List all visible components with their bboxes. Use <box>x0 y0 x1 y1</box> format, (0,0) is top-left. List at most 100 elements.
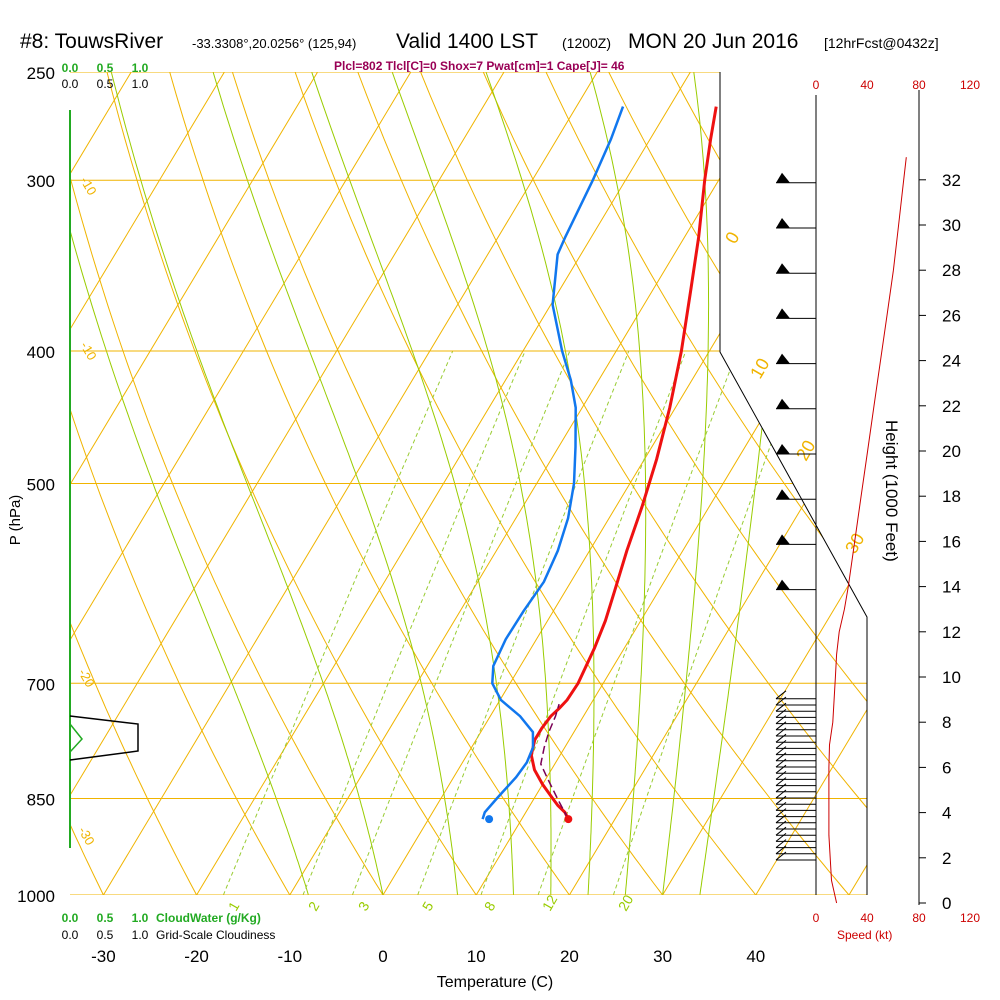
mixing-ratio-line <box>222 350 454 895</box>
cloudiness-tick-top: 0.0 <box>62 77 79 91</box>
dry-adiabat <box>922 72 1000 895</box>
wind-barb-pennant <box>776 489 790 500</box>
wind-barb-pennant <box>776 353 790 364</box>
wind-speed-tick-top: 40 <box>860 78 874 92</box>
height-tick-label: 26 <box>942 306 961 325</box>
mixing-ratio-label: 2 <box>305 899 323 914</box>
temperature-tick-label: -10 <box>278 947 303 966</box>
x-axis-title: Temperature (C) <box>437 974 553 991</box>
height-tick-label: 0 <box>942 894 951 913</box>
temperature-tick-label: -30 <box>91 947 116 966</box>
temperature-tick-label: 40 <box>746 947 765 966</box>
cloudiness-profile <box>69 715 139 761</box>
wind-speed-tick-top: 80 <box>912 78 926 92</box>
valid-time: Valid 1400 LST <box>396 30 539 53</box>
wind-speed-trace <box>828 157 907 904</box>
surface-temperature-dot <box>564 815 573 824</box>
plot-boundary <box>719 72 868 895</box>
pressure-tick-label: 1000 <box>17 887 55 906</box>
isotherm-label: 0 <box>721 228 743 247</box>
cloud-water-tick-top: 1.0 <box>132 61 149 75</box>
wind-speed-tick-bottom: 0 <box>813 911 820 925</box>
cloudiness-tick-top: 0.5 <box>97 77 114 91</box>
isotherm-label: 10 <box>746 355 773 382</box>
wind-speed-tick-top: 0 <box>813 78 820 92</box>
height-tick-label: 24 <box>942 352 961 371</box>
isotherm-line <box>70 72 225 895</box>
mixing-ratio-line <box>351 350 571 895</box>
height-tick-label: 8 <box>942 713 951 732</box>
height-tick-label: 20 <box>942 442 961 461</box>
wind-barb-flag <box>775 690 787 700</box>
surface-dewpoint-dot <box>485 815 494 824</box>
dry-adiabat <box>169 72 570 895</box>
moist-adiabat <box>70 72 309 895</box>
cloud-water-tick-bottom: 0.0 <box>62 911 79 925</box>
moist-adiabat <box>662 72 710 895</box>
wind-barb-pennant <box>776 218 790 228</box>
wind-barb-pennant <box>776 308 790 319</box>
isotherm-label: -20 <box>75 666 97 690</box>
moist-adiabat <box>110 72 384 895</box>
height-tick-label: 4 <box>942 804 951 823</box>
dewpoint-trace <box>481 106 625 820</box>
dry-adiabat <box>106 72 477 895</box>
mixing-ratio-label: 8 <box>481 899 499 914</box>
temperature-tick-label: 30 <box>653 947 672 966</box>
wind-speed-tick-top: 120 <box>960 78 980 92</box>
isotherm-line <box>848 72 867 895</box>
mixing-ratio-line <box>480 350 687 895</box>
height-tick-label: 18 <box>942 487 961 506</box>
mixing-ratio-label: 5 <box>419 899 437 914</box>
height-tick-label: 28 <box>942 261 961 280</box>
pressure-tick-label: 700 <box>27 675 55 694</box>
mixing-ratio-label: 12 <box>539 892 561 914</box>
moist-adiabat <box>391 72 552 895</box>
isotherm-label: 20 <box>792 437 819 464</box>
isotherm-label: -10 <box>77 174 99 198</box>
wind-speed-axis-title: Speed (kt) <box>837 928 892 942</box>
temperature-tick-label: 0 <box>378 947 387 966</box>
dry-adiabat <box>70 72 198 895</box>
wind-speed-tick-bottom: 40 <box>860 911 874 925</box>
dry-adiabat <box>231 72 663 895</box>
isotherm-line <box>662 72 867 895</box>
pressure-tick-label: 850 <box>27 791 55 810</box>
station-coords: -33.3308°,20.0256° (125,94) <box>192 36 357 51</box>
height-tick-label: 30 <box>942 216 961 235</box>
height-tick-label: 32 <box>942 171 961 190</box>
mixing-ratio-line <box>302 350 526 895</box>
dry-adiabat <box>0 72 10 895</box>
mixing-ratio-line <box>417 350 630 895</box>
cloud-water-tick-bottom: 0.5 <box>97 911 114 925</box>
mixing-ratio-label: 3 <box>355 899 373 914</box>
isotherm-label: -10 <box>77 339 99 363</box>
y-axis-title: P (hPa) <box>7 495 24 546</box>
forecast-info: [12hrFcst@0432z] <box>824 35 939 51</box>
isotherm-line <box>755 72 867 895</box>
wind-barb-pennant <box>776 172 790 183</box>
height-tick-label: 10 <box>942 668 961 687</box>
cloudiness-tick-top: 1.0 <box>132 77 149 91</box>
dry-adiabat <box>482 72 867 895</box>
cloudiness-tick-bottom: 0.0 <box>62 928 79 942</box>
dry-adiabat <box>420 72 867 895</box>
temperature-tick-label: 10 <box>467 947 486 966</box>
cloud-water-axis-title: CloudWater (g/Kg) <box>156 911 261 925</box>
dry-adiabat <box>545 72 867 895</box>
station-name: #8: TouwsRiver <box>20 30 164 53</box>
cloudiness-tick-bottom: 1.0 <box>132 928 149 942</box>
wind-barb-pennant <box>776 263 790 274</box>
cloudiness-tick-bottom: 0.5 <box>97 928 114 942</box>
pressure-tick-label: 250 <box>27 64 55 83</box>
valid-date: MON 20 Jun 2016 <box>628 30 799 53</box>
dry-adiabat <box>985 72 1000 895</box>
stability-indices: Plcl=802 Tlcl[C]=0 Shox=7 Pwat[cm]=1 Cap… <box>334 59 625 73</box>
valid-zulu: (1200Z) <box>562 35 612 51</box>
moist-adiabat <box>589 72 647 895</box>
wind-speed-tick-bottom: 80 <box>912 911 926 925</box>
temperature-tick-label: 20 <box>560 947 579 966</box>
mixing-ratio-label: 20 <box>615 892 637 914</box>
wind-speed-tick-bottom: 120 <box>960 911 980 925</box>
